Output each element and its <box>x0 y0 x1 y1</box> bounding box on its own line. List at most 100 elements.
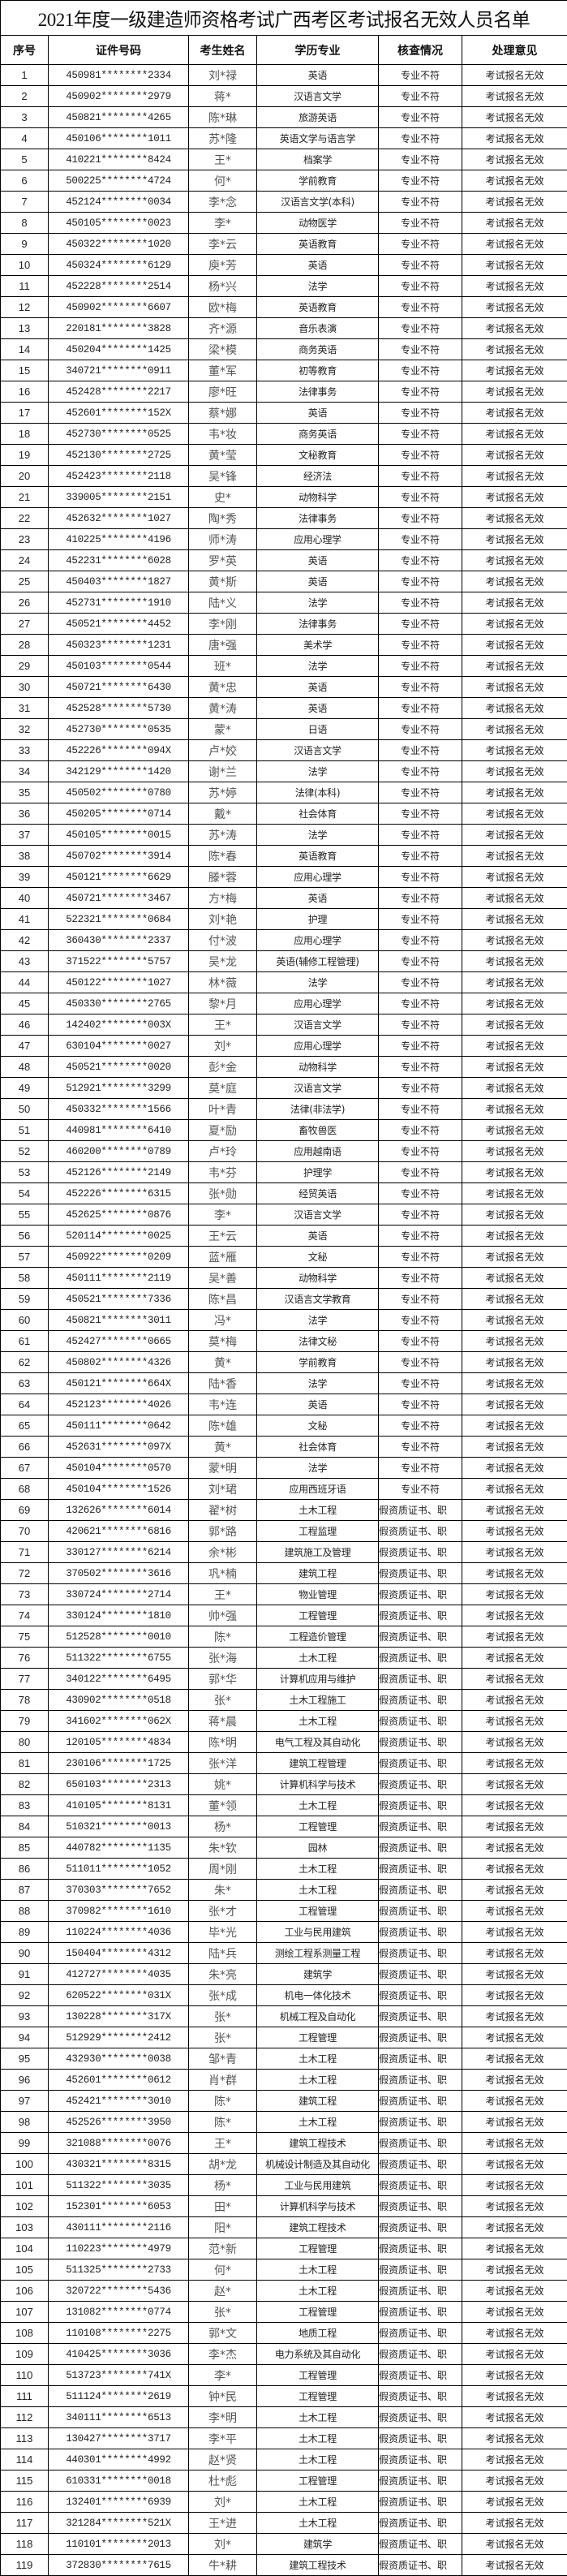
candidate-name: 夏*励 <box>188 1119 257 1141</box>
check-status: 假资质证书、职 <box>378 2427 462 2449</box>
check-status: 假资质证书、职 <box>378 1984 462 2006</box>
handling-result: 考试报名无效 <box>462 866 567 888</box>
education-major: 法学 <box>256 1309 379 1331</box>
id-number: 610331********0018 <box>48 2470 189 2492</box>
table-row: 62 450802********4326 黄* 学前教育 专业不符 考试报名无效 <box>0 1351 567 1373</box>
check-status: 专业不符 <box>378 233 462 255</box>
table-row: 81 230106********1725 张*洋 建筑工程管理 假资质证书、职 考试报名… <box>0 1752 567 1774</box>
candidate-name: 滕*蓉 <box>188 866 257 888</box>
candidate-name: 班* <box>188 655 257 677</box>
table-row: 30 450721********6430 黄*忠 英语 专业不符 考试报名无效 <box>0 676 567 698</box>
table-row: 114 440301********4992 赵*贤 土木工程 假资质证书、职 考试报名无… <box>0 2449 567 2470</box>
handling-result: 考试报名无效 <box>462 1605 567 1626</box>
education-major: 建筑学 <box>256 2533 379 2555</box>
table-row: 101 511322********3035 杨* 工业与民用建筑 假资质证书、职 考试报… <box>0 2174 567 2196</box>
education-major: 土木工程 <box>256 2512 379 2534</box>
education-major: 档案学 <box>256 149 379 170</box>
check-status: 假资质证书、职 <box>378 1879 462 1901</box>
handling-result: 考试报名无效 <box>462 2322 567 2344</box>
table-row: 84 510321********0013 杨* 工程管理 假资质证书、职 考试报名无效 <box>0 1816 567 1837</box>
check-status: 专业不符 <box>378 1161 462 1183</box>
handling-result: 考试报名无效 <box>462 929 567 951</box>
handling-result: 考试报名无效 <box>462 2427 567 2449</box>
row-number: 67 <box>0 1457 49 1479</box>
education-major: 土木工程 <box>256 2406 379 2428</box>
education-major: 应用心理学 <box>256 866 379 888</box>
education-major: 法学 <box>256 824 379 846</box>
check-status: 假资质证书、职 <box>378 1773 462 1795</box>
row-number: 33 <box>0 739 49 761</box>
table-row: 14 450204********1425 梁*模 商务英语 专业不符 考试报名无效 <box>0 338 567 360</box>
row-number: 94 <box>0 2027 49 2048</box>
handling-result: 考试报名无效 <box>462 655 567 677</box>
check-status: 假资质证书、职 <box>378 2153 462 2175</box>
id-number: 450106********1011 <box>48 127 189 149</box>
id-number: 511322********3035 <box>48 2174 189 2196</box>
candidate-name: 陈*昌 <box>188 1288 257 1310</box>
table-row: 19 452130********2725 黄*莹 文秘教育 专业不符 考试报名无效 <box>0 444 567 466</box>
handling-result: 考试报名无效 <box>462 1647 567 1669</box>
education-major: 应用心理学 <box>256 993 379 1014</box>
column-header-name: 考生姓名 <box>188 35 257 65</box>
education-major: 商务英语 <box>256 423 379 445</box>
id-number: 330124********1810 <box>48 1605 189 1626</box>
row-number: 69 <box>0 1499 49 1521</box>
id-number: 372830********7615 <box>48 2554 189 2576</box>
check-status: 专业不符 <box>378 275 462 297</box>
table-row: 99 321088********0076 王* 建筑工程技术 假资质证书、职 考试报名无… <box>0 2132 567 2154</box>
candidate-name: 陆*兵 <box>188 1942 257 1964</box>
row-number: 90 <box>0 1942 49 1964</box>
check-status: 专业不符 <box>378 1225 462 1247</box>
candidate-name: 庾*芳 <box>188 254 257 276</box>
handling-result: 考试报名无效 <box>462 676 567 698</box>
row-number: 55 <box>0 1204 49 1226</box>
candidate-name: 陈*春 <box>188 845 257 867</box>
table-row: 27 450521********4452 李*刚 法律事务 专业不符 考试报名无效 <box>0 613 567 635</box>
education-major: 机械设计制造及其自动化 <box>256 2153 379 2175</box>
row-number: 50 <box>0 1098 49 1120</box>
table-row: 24 452231********6028 罗*英 英语 专业不符 考试报名无效 <box>0 549 567 571</box>
candidate-name: 黄*斯 <box>188 571 257 592</box>
check-status: 专业不符 <box>378 127 462 149</box>
check-status: 假资质证书、职 <box>378 1668 462 1690</box>
id-number: 452631********097X <box>48 1436 189 1458</box>
row-number: 54 <box>0 1182 49 1204</box>
check-status: 假资质证书、职 <box>378 2195 462 2217</box>
handling-result: 考试报名无效 <box>462 2259 567 2281</box>
table-row: 69 132626********6014 翟*树 土木工程 假资质证书、职 考试报名无效 <box>0 1499 567 1521</box>
row-number: 113 <box>0 2427 49 2449</box>
check-status: 假资质证书、职 <box>378 2385 462 2407</box>
check-status: 假资质证书、职 <box>378 2491 462 2513</box>
row-number: 60 <box>0 1309 49 1331</box>
row-number: 100 <box>0 2153 49 2175</box>
education-major: 学前教育 <box>256 170 379 192</box>
candidate-name: 卢*姣 <box>188 739 257 761</box>
row-number: 47 <box>0 1035 49 1057</box>
table-row: 103 430111********2116 阳* 建筑工程技术 假资质证书、职 考试报名… <box>0 2216 567 2238</box>
row-number: 2 <box>0 85 49 107</box>
row-number: 18 <box>0 423 49 445</box>
row-number: 1 <box>0 64 49 86</box>
row-number: 108 <box>0 2322 49 2344</box>
check-status: 专业不符 <box>378 803 462 825</box>
id-number: 450322********1020 <box>48 233 189 255</box>
id-number: 410425********3036 <box>48 2343 189 2365</box>
candidate-name: 张* <box>188 1689 257 1711</box>
check-status: 专业不符 <box>378 1056 462 1078</box>
id-number: 450902********6607 <box>48 296 189 318</box>
table-row: 6 500225********4724 何* 学前教育 专业不符 考试报名无效 <box>0 170 567 192</box>
check-status: 专业不符 <box>378 1351 462 1373</box>
education-major: 建筑工程 <box>256 2090 379 2112</box>
table-row: 107 131082********0774 张* 工程管理 假资质证书、职 考试报名无效 <box>0 2301 567 2323</box>
education-major: 英语教育 <box>256 296 379 318</box>
handling-result: 考试报名无效 <box>462 360 567 381</box>
table-row: 56 520114********0025 王*云 英语 专业不符 考试报名无效 <box>0 1225 567 1247</box>
education-major: 土木工程 <box>256 2048 379 2070</box>
education-major: 法学 <box>256 971 379 993</box>
education-major: 英语文学与语言学 <box>256 127 379 149</box>
education-major: 英语 <box>256 549 379 571</box>
table-row: 109 410425********3036 李*杰 电力系统及其自动化 假资质证书、职… <box>0 2343 567 2365</box>
handling-result: 考试报名无效 <box>462 1246 567 1268</box>
check-status: 假资质证书、职 <box>378 2259 462 2281</box>
education-major: 汉语言文学 <box>256 85 379 107</box>
